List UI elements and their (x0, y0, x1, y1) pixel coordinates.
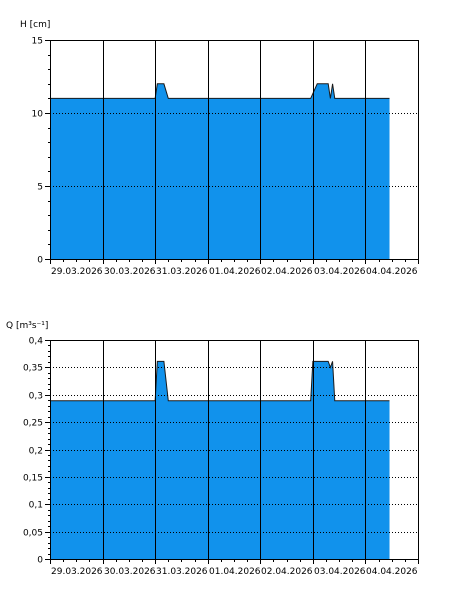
y-axis-label: Q [m³s⁻¹] (6, 321, 48, 331)
x-tick-label: 03.04.2026 (314, 567, 366, 577)
series-area (50, 361, 390, 559)
y-tick-label: 0,2 (29, 447, 43, 457)
y-tick-label: 0,1 (29, 501, 43, 511)
x-tick-label: 30.03.2026 (104, 267, 156, 277)
y-tick-label: 10 (32, 110, 44, 120)
water-level-chart: H [cm] 0 5 10 15 29.03.2026 30.03.2026 31.03.2… (20, 20, 419, 277)
y-tick-label: 0,15 (23, 474, 43, 484)
x-tick-label: 04.04.2026 (366, 267, 418, 277)
x-tick-label: 02.04.2026 (261, 567, 313, 577)
series-area (50, 83, 390, 259)
x-tick-label: 29.03.2026 (51, 267, 103, 277)
y-tick-label: 0,35 (23, 364, 43, 374)
y-tick-label: 0,4 (29, 337, 44, 347)
y-tick-label: 0 (37, 256, 43, 266)
x-tick-label: 31.03.2026 (156, 567, 208, 577)
y-tick-label: 0,05 (23, 529, 43, 539)
y-tick-label: 15 (32, 37, 43, 47)
y-tick-label: 0 (37, 556, 43, 566)
y-tick-label: 0,3 (29, 392, 43, 402)
x-tick-label: 29.03.2026 (51, 567, 103, 577)
x-tick-label: 02.04.2026 (261, 267, 313, 277)
y-tick-label: 5 (37, 183, 43, 193)
x-tick-label: 01.04.2026 (209, 567, 261, 577)
series-line (50, 83, 390, 99)
x-tick-label: 03.04.2026 (314, 267, 366, 277)
y-axis-label: H [cm] (20, 20, 50, 30)
x-tick-label: 01.04.2026 (209, 267, 261, 277)
x-tick-label: 31.03.2026 (156, 267, 208, 277)
y-tick-label: 0,25 (23, 419, 43, 429)
x-tick-label: 30.03.2026 (104, 567, 156, 577)
x-tick-label: 04.04.2026 (366, 567, 418, 577)
discharge-chart: Q [m³s⁻¹] 0 0,05 0,1 0,15 0,2 0,25 0,3 0,35 0,4 2… (6, 321, 419, 577)
